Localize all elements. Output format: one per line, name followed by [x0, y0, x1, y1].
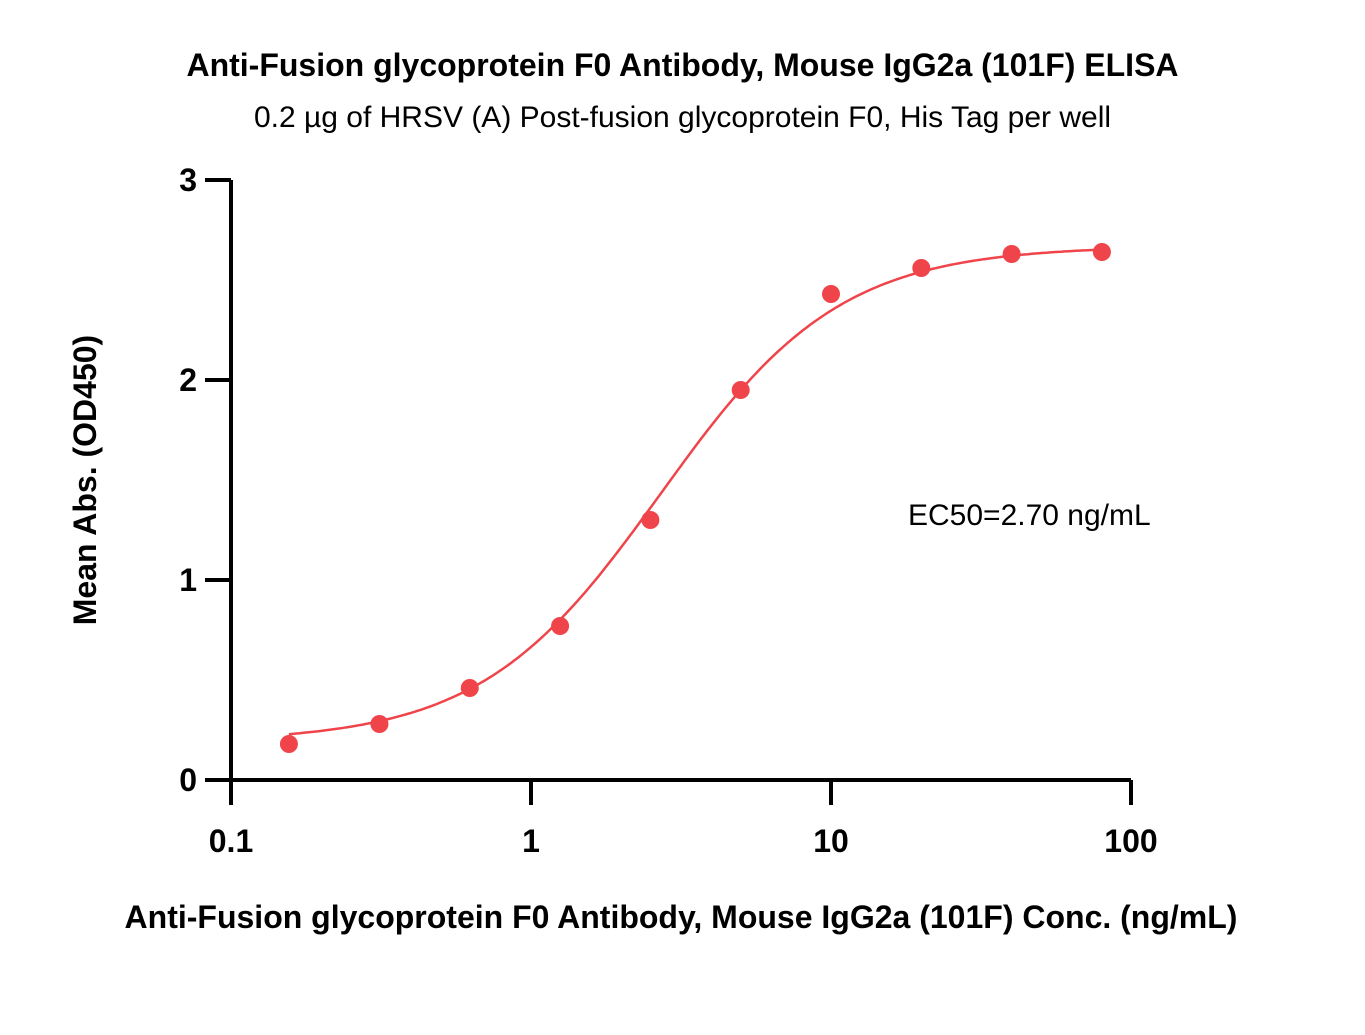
x-ticks: 0.1 1 10 100 [209, 780, 1158, 859]
data-point [822, 285, 840, 303]
fit-curve [288, 248, 1102, 736]
data-point [912, 259, 931, 277]
y-tick-label: 0 [179, 762, 197, 798]
data-point [551, 617, 570, 635]
x-tick-label: 0.1 [209, 823, 253, 859]
data-points [279, 243, 1111, 753]
data-point [1092, 243, 1111, 261]
y-ticks: 0 1 2 3 [179, 162, 231, 798]
data-point [641, 511, 660, 529]
x-axis-title: Anti-Fusion glycoprotein F0 Antibody, Mo… [125, 899, 1238, 935]
data-point [279, 735, 298, 753]
chart-title: Anti-Fusion glycoprotein F0 Antibody, Mo… [186, 47, 1179, 83]
data-point [731, 381, 750, 399]
ec50-annotation: EC50=2.70 ng/mL [908, 499, 1151, 532]
y-tick-label: 3 [179, 162, 197, 198]
data-point [370, 715, 389, 733]
y-tick-label: 2 [179, 362, 197, 398]
y-axis-title: Mean Abs. (OD450) [67, 335, 103, 625]
y-tick-label: 1 [179, 562, 197, 598]
chart-subtitle: 0.2 µg of HRSV (A) Post-fusion glycoprot… [253, 101, 1112, 134]
x-tick-label: 100 [1104, 823, 1157, 859]
x-tick-label: 10 [813, 823, 849, 859]
data-point [460, 679, 479, 697]
x-tick-label: 1 [522, 823, 540, 859]
data-point [1002, 245, 1021, 263]
